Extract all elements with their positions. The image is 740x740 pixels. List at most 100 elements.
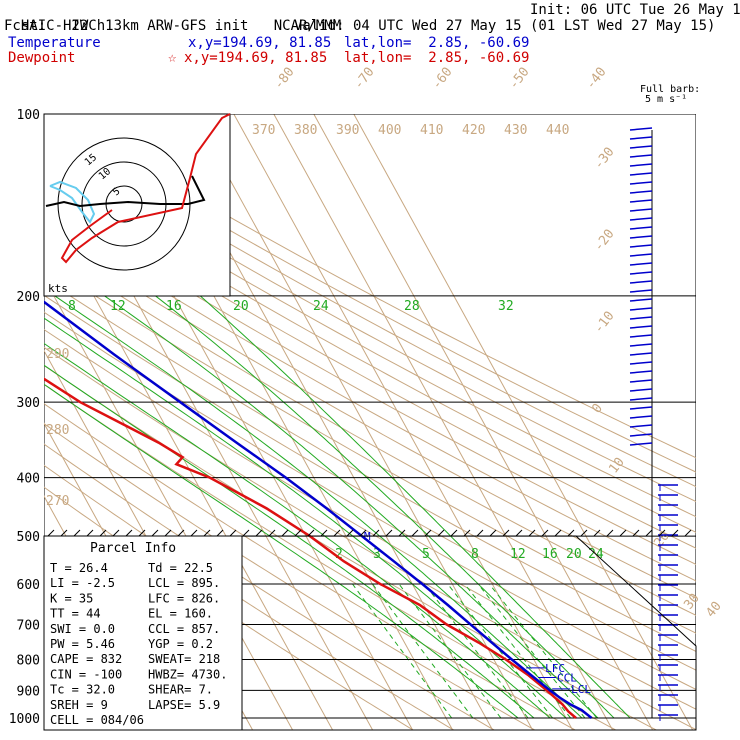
isotherm-label: -80 [271, 65, 297, 93]
wind-barb [629, 379, 653, 383]
wind-barb [629, 406, 653, 410]
parcel-row-left: TT = 44 [50, 607, 101, 621]
wind-barb [629, 226, 653, 230]
theta-label: 280 [46, 423, 69, 438]
parcel-row-left: SREH = 9 [50, 698, 108, 712]
wind-barb [629, 262, 653, 266]
barb-key-line1: Full barb: [640, 84, 701, 95]
marker-label: M [364, 530, 371, 543]
isotherm-label: -60 [429, 65, 455, 93]
dry-adiabat [44, 201, 696, 565]
inversion-hatch [593, 529, 601, 537]
isotherm-label: -40 [583, 65, 609, 93]
mixing-ratio-label: 5 [422, 547, 430, 562]
inversion-hatch [216, 529, 224, 537]
temperature-xy: x,y=194.69, 81.85 [188, 35, 332, 51]
parcel-row-right: EL = 160. [148, 607, 213, 621]
inversion-hatch [190, 529, 198, 537]
parcel-row-right: SHEAR= 7. [148, 683, 213, 697]
wind-barb [629, 235, 653, 239]
dewpoint-profile [44, 377, 577, 719]
parcel-row-right: SWEAT= 218 [148, 652, 220, 666]
title-mid: NCAR/MMM [273, 18, 342, 34]
dry-adiabat [44, 119, 696, 473]
theta-label: 420 [462, 123, 485, 138]
wind-barb [629, 397, 653, 401]
title-left: HAIC-HIWC 13km ARW-GFS init [20, 18, 249, 34]
wind-barb [629, 334, 653, 338]
valid-time: Valid: 04 UTC Wed 27 May 15 (01 LST Wed … [294, 18, 716, 34]
moist-adiabat-label: 16 [166, 299, 182, 314]
pressure-label: 600 [17, 578, 40, 593]
inversion-hatch [346, 529, 354, 537]
moist-adiabat-label: 24 [313, 299, 329, 314]
parcel-row-left: Tc = 32.0 [50, 683, 115, 697]
dry-adiabat [44, 278, 696, 652]
dry-adiabat [44, 187, 696, 549]
dewpoint-legend-label: Dewpoint [8, 50, 76, 66]
inversion-hatch [203, 529, 211, 537]
marker-label: LFC [545, 662, 565, 675]
mixing-ratio-line [424, 583, 529, 719]
inversion-hatch [99, 529, 107, 537]
parcel-row-right: Td = 22.5 [148, 561, 213, 575]
pressure-label: 300 [17, 396, 40, 411]
parcel-row-right: YGP = 0.2 [148, 637, 213, 651]
theta-label: 390 [336, 123, 359, 138]
inversion-hatch [320, 529, 328, 537]
wind-barb [629, 325, 653, 329]
dewpoint-latlon: lat,lon= 2.85, -60.69 [344, 50, 530, 66]
inversion-hatch [424, 529, 432, 537]
pressure-label: 1000 [9, 712, 40, 727]
inversion-hatch [606, 529, 614, 537]
inversion-hatch [164, 529, 172, 537]
wind-barb [629, 208, 653, 212]
parcel-row-right: LCL = 895. [148, 576, 220, 590]
parcel-row-left: CIN = -100 [50, 667, 122, 681]
parcel-title: Parcel Info [90, 541, 176, 556]
inversion-hatch [580, 529, 588, 537]
isotherm-line [233, 114, 574, 730]
theta-label: 290 [46, 347, 69, 362]
moist-adiabat-label: 32 [498, 299, 514, 314]
parcel-row-left: K = 35 [50, 591, 93, 605]
inversion-hatch [411, 529, 419, 537]
inversion-hatch [268, 529, 276, 537]
inversion-hatch [307, 529, 315, 537]
pressure-label: 400 [17, 472, 40, 487]
isotherm-line [313, 114, 654, 730]
pressure-label: 500 [17, 530, 40, 545]
inversion-hatch [671, 529, 679, 537]
inversion-hatch [372, 529, 380, 537]
moist-adiabat-label: 28 [404, 299, 420, 314]
inversion-hatch [619, 529, 627, 537]
dry-adiabat [44, 294, 696, 671]
dry-adiabat [44, 364, 658, 730]
theta-label: 380 [294, 123, 317, 138]
inversion-hatch [151, 529, 159, 537]
isotherm-label: -30 [591, 145, 617, 173]
wind-barb [629, 415, 653, 419]
theta-label: 270 [46, 494, 69, 509]
temperature-legend-label: Temperature [8, 35, 101, 51]
dry-adiabat [44, 246, 696, 616]
inversion-hatch [489, 529, 497, 537]
inversion-hatch [229, 529, 237, 537]
moist-adiabat-label: 12 [110, 299, 126, 314]
wind-barb [629, 136, 653, 140]
wind-barb [629, 343, 653, 347]
wind-barb [629, 154, 653, 158]
inversion-hatch [73, 529, 81, 537]
hodograph-trace-high [60, 113, 231, 264]
isotherm-label: -50 [506, 65, 532, 93]
wind-barb [629, 280, 653, 284]
parcel-row-left: PW = 5.46 [50, 637, 115, 651]
dry-adiabat [44, 262, 696, 634]
parcel-row-right: LAPSE= 5.9 [148, 698, 220, 712]
parcel-row-left: LI = -2.5 [50, 576, 115, 590]
inversion-hatch [476, 529, 484, 537]
inversion-hatch [294, 529, 302, 537]
parcel-row-left: CELL = 084/06 [50, 713, 144, 727]
forecast-hour: Fcst: 22 h [4, 18, 106, 34]
dry-adiabat [44, 346, 696, 730]
